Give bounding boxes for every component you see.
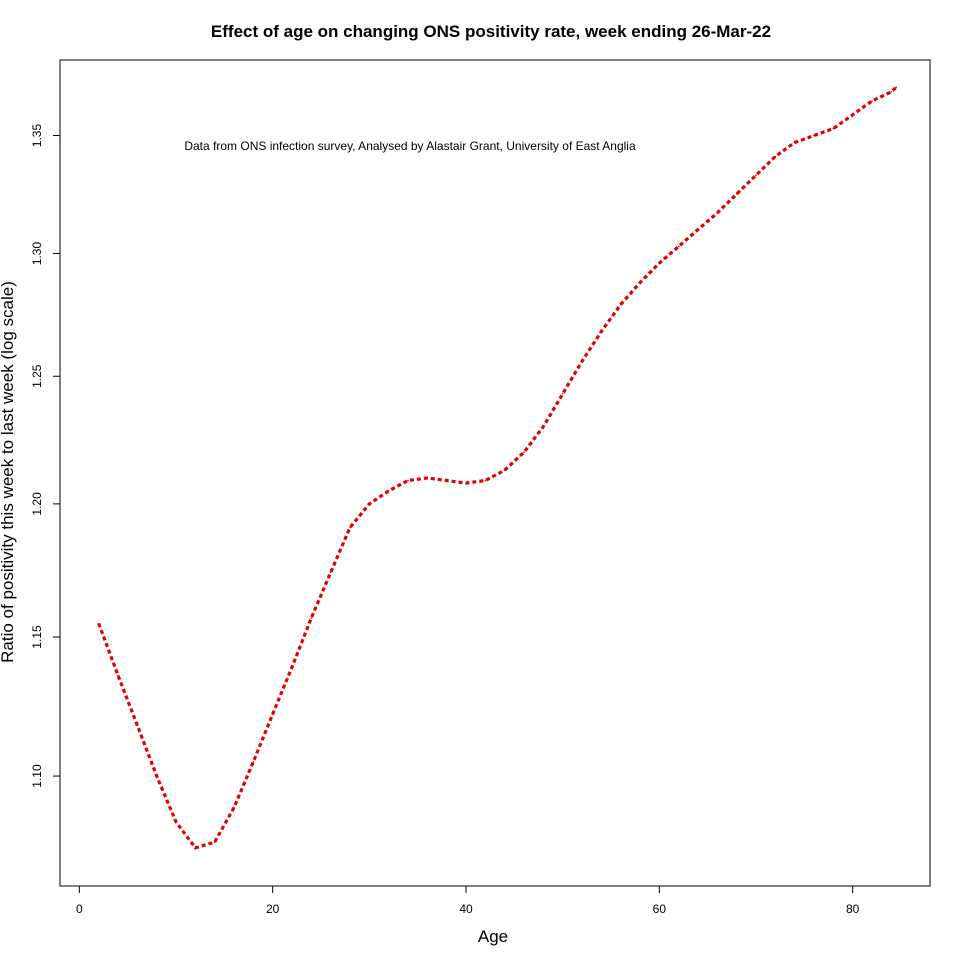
data-point [735,193,738,195]
y-axis: 1.10 1.15 1.20 1.25 1.30 1.35 [30,124,61,788]
data-point [895,86,897,89]
data-point [793,141,796,144]
data-point [619,303,622,306]
data-point [871,100,873,102]
data-point [233,806,235,809]
x-tick-label: 60 [653,902,667,916]
data-point [329,571,332,574]
data-point [600,330,603,333]
data-point [484,479,487,482]
data-point [349,526,351,529]
data-point [465,482,467,484]
data-point [252,761,255,763]
y-axis-label: Ratio of positivity this week to last we… [0,281,17,663]
x-tick-label: 0 [76,902,83,916]
y-tick-label: 1.30 [30,242,44,266]
data-point [523,451,525,454]
data-point [890,91,893,93]
x-tick-label: 80 [846,902,860,916]
data-point [194,847,197,849]
x-tick-label: 20 [266,902,280,916]
data-point [175,821,177,823]
data-point [291,666,293,668]
data-point [755,174,757,176]
x-tick-label: 40 [459,902,473,916]
data-point [503,469,506,472]
chart-title: Effect of age on changing ONS positivity… [211,22,771,41]
y-tick-label: 1.20 [30,492,44,516]
data-point [368,503,371,505]
data-point [832,127,835,130]
data-point [581,360,583,363]
series-line [97,86,898,850]
data-point [155,775,158,777]
data-point [561,393,564,395]
y-tick-label: 1.10 [30,764,44,788]
data-point [310,617,313,619]
data-point [271,713,274,715]
data-point [213,841,216,843]
data-point [136,724,139,727]
y-tick-label: 1.25 [30,364,44,388]
data-point [774,155,777,158]
data-point [117,674,119,677]
data-point [697,228,699,231]
y-tick-label: 1.35 [30,124,44,148]
data-point [677,245,680,248]
plot-frame [59,59,931,887]
series-layer [97,86,898,850]
data-point [426,477,429,479]
y-tick-label: 1.15 [30,625,44,649]
data-point [445,479,448,482]
chart-annotation: Data from ONS infection survey, Analysed… [184,139,636,153]
data-point [716,212,719,214]
data-point [813,134,815,137]
data-point [639,281,641,284]
x-axis: 0 20 40 60 80 [76,885,860,916]
data-point [387,490,390,492]
data-point [851,114,854,116]
data-point [97,622,100,625]
x-axis-label: Age [478,927,508,946]
data-point [407,479,409,482]
data-point [542,425,545,428]
data-point [658,262,661,265]
